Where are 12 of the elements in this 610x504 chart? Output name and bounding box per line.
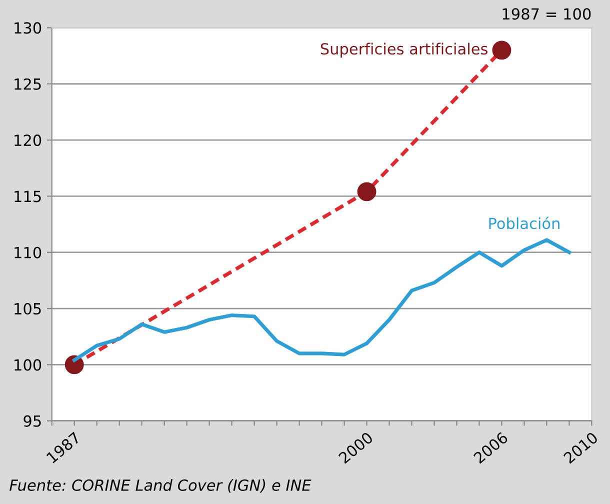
- y-tick-label: 105: [14, 302, 41, 315]
- y-tick-label: 95: [24, 415, 41, 427]
- y-tick-label: 120: [14, 134, 42, 146]
- series-label: Población: [489, 216, 560, 230]
- text: 1987 = 100: [502, 8, 591, 20]
- y-tick-label: 110: [14, 246, 42, 258]
- series-label: Superficies artificiales: [320, 42, 488, 58]
- source-note: Fuente: CORINE Land Cover (IGN) e INE: [10, 479, 312, 493]
- y-tick-label: 100: [14, 359, 42, 371]
- y-tick-label: 130: [14, 22, 42, 34]
- y-tick-label: 115: [14, 190, 41, 202]
- y-tick-label: 125: [14, 78, 41, 90]
